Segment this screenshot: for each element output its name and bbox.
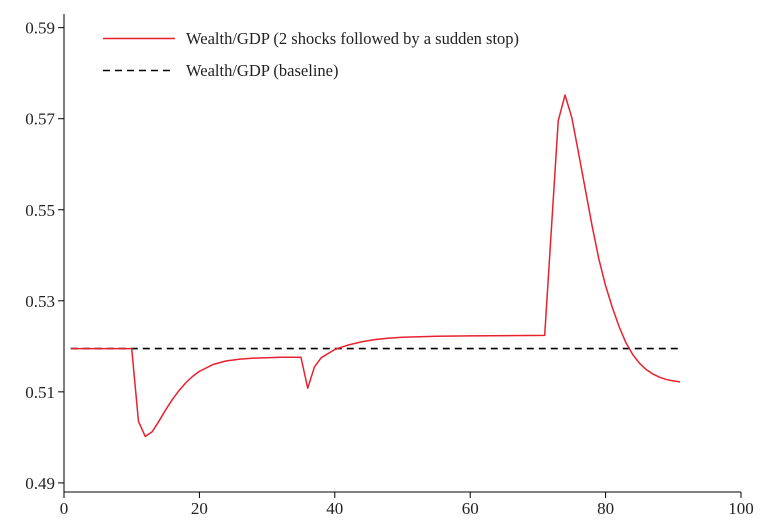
y-tick-label: 0.51: [25, 383, 55, 402]
y-tick-label: 0.49: [25, 474, 55, 493]
legend-label-baseline: Wealth/GDP (baseline): [186, 61, 338, 80]
x-tick-label: 100: [728, 499, 754, 518]
x-tick-label: 80: [597, 499, 614, 518]
x-tick-label: 60: [462, 499, 479, 518]
y-tick-label: 0.59: [25, 19, 55, 38]
x-tick-label: 40: [326, 499, 343, 518]
legend-label-shock-series: Wealth/GDP (2 shocks followed by a sudde…: [186, 29, 519, 48]
series: [70, 94, 681, 438]
axes: [63, 14, 741, 493]
legend: Wealth/GDP (2 shocks followed by a sudde…: [103, 29, 519, 80]
x-tick-label: 0: [60, 499, 69, 518]
x-tick-label: 20: [191, 499, 208, 518]
y-tick-label: 0.55: [25, 201, 55, 220]
ticks: 0 20 40 60 80 100 0.49 0.51 0.53 0.55 0.57 0.59: [25, 19, 754, 518]
y-tick-label: 0.57: [25, 110, 55, 129]
y-tick-label: 0.53: [25, 292, 55, 311]
series-line-shocks: [70, 94, 681, 438]
